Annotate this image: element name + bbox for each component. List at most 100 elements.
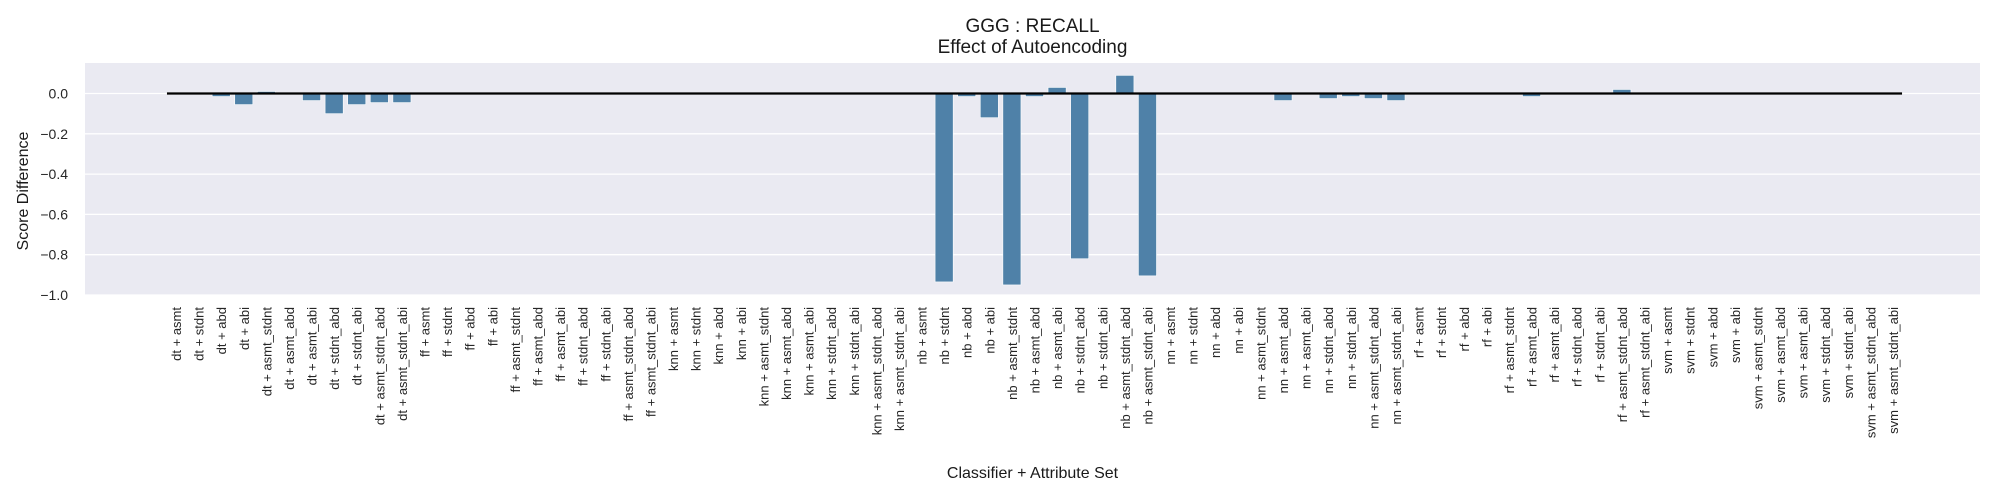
x-tick-label: ff + asmt_abi <box>553 307 568 382</box>
x-tick-label: knn + abd <box>711 307 726 364</box>
x-tick-label: ff + asmt <box>418 307 433 357</box>
x-tick-label: ff + abi <box>485 307 500 346</box>
x-tick-label: dt + asmt <box>169 307 184 361</box>
x-tick-label: nb + asmt_stdnt_abi <box>1140 307 1155 425</box>
x-tick-label: nn + stdnt_abd <box>1321 307 1336 393</box>
bar <box>934 93 954 283</box>
x-tick-label: nn + asmt_stdnt_abi <box>1389 307 1404 425</box>
x-tick-label: nn + abi <box>1231 307 1246 354</box>
x-tick-label: knn + asmt <box>666 307 681 371</box>
x-tick-label: ff + stdnt <box>440 307 455 357</box>
x-tick-label: dt + asmt_abi <box>305 307 320 386</box>
x-tick-label: knn + asmt_stdnt_abi <box>892 307 907 431</box>
x-tick-label: svm + abd <box>1705 307 1720 367</box>
bar <box>979 93 999 118</box>
x-tick-label: nn + asmt_stdnt <box>1253 307 1268 400</box>
x-tick-label: rf + abd <box>1457 307 1472 351</box>
x-tick-label: ff + stdnt_abi <box>598 307 613 382</box>
x-tick-label: svm + asmt_stdnt_abi <box>1886 307 1901 434</box>
y-tick-label: −0.4 <box>40 166 68 182</box>
x-tick-label: knn + asmt_stdnt_abd <box>869 307 884 435</box>
y-tick-label: −0.6 <box>40 206 68 222</box>
x-tick-label: nn + asmt_stdnt_abd <box>1366 307 1381 429</box>
x-tick-label: dt + asmt_stdnt_abd <box>372 307 387 425</box>
x-tick-label: knn + stdnt_abd <box>824 307 839 400</box>
x-tick-label: nn + asmt <box>1163 307 1178 365</box>
x-tick-label: rf + asmt_stdnt_abd <box>1615 307 1630 422</box>
x-tick-label: knn + abi <box>734 307 749 360</box>
x-tick-label: rf + stdnt_abd <box>1570 307 1585 387</box>
x-tick-label: nb + abd <box>960 307 975 358</box>
x-tick-label: knn + stdnt <box>689 307 704 371</box>
y-tick-label: −1.0 <box>40 287 68 303</box>
x-tick-label: rf + stdnt <box>1434 307 1449 358</box>
x-tick-label: dt + stdnt_abi <box>350 307 365 386</box>
y-tick-label: 0.0 <box>49 86 69 102</box>
x-tick-label: svm + asmt <box>1660 307 1675 374</box>
x-tick-label: dt + asmt_stdnt <box>259 307 274 397</box>
x-tick-label: ff + asmt_stdnt <box>508 307 523 393</box>
x-tick-label: dt + asmt_stdnt_abi <box>395 307 410 421</box>
x-tick-label: ff + asmt_abd <box>530 307 545 386</box>
x-tick-label: dt + abd <box>214 307 229 354</box>
bar <box>234 93 254 105</box>
bar <box>1070 93 1090 260</box>
x-tick-label: ff + stdnt_abd <box>576 307 591 386</box>
bar <box>1002 93 1022 286</box>
x-tick-label: nb + stdnt <box>937 307 952 365</box>
x-tick-label: svm + asmt_abd <box>1773 307 1788 403</box>
x-tick-label: knn + stdnt_abi <box>847 307 862 396</box>
x-tick-label: svm + stdnt_abi <box>1841 307 1856 399</box>
y-tick-label: −0.8 <box>40 247 68 263</box>
x-tick-label: ff + asmt_stdnt_abd <box>621 307 636 421</box>
x-tick-label: nb + asmt_abi <box>1050 307 1065 389</box>
x-axis-label: Classifier + Attribute Set <box>946 465 1119 482</box>
x-tick-label: nb + asmt <box>915 307 930 365</box>
x-tick-label: nn + asmt_abd <box>1276 307 1291 393</box>
x-tick-label: nb + asmt_stdnt_abd <box>1118 307 1133 429</box>
x-tick-label: knn + asmt_stdnt <box>756 307 771 407</box>
bar <box>324 93 344 114</box>
y-tick-label: −0.2 <box>40 126 68 142</box>
bar <box>1115 75 1135 94</box>
x-tick-label: svm + stdnt_abd <box>1818 307 1833 403</box>
x-tick-label: knn + asmt_abi <box>802 307 817 396</box>
x-tick-label: ff + asmt_stdnt_abi <box>643 307 658 417</box>
x-tick-label: rf + asmt_stdnt_abi <box>1637 307 1652 418</box>
x-tick-label: rf + asmt_stdnt <box>1502 307 1517 394</box>
x-tick-label: dt + abi <box>237 307 252 350</box>
x-tick-label: rf + stdnt_abi <box>1592 307 1607 383</box>
chart-subtitle: Effect of Autoencoding <box>937 37 1128 58</box>
x-tick-label: rf + asmt <box>1412 307 1427 358</box>
x-tick-label: rf + abi <box>1479 307 1494 347</box>
x-tick-label: rf + asmt_abi <box>1547 307 1562 383</box>
x-tick-label: dt + asmt_abd <box>282 307 297 390</box>
bar <box>1138 93 1157 277</box>
bar <box>392 93 412 103</box>
x-tick-label: svm + stdnt <box>1683 307 1698 374</box>
x-tick-label: ff + abd <box>463 307 478 351</box>
plot-background <box>85 63 1980 295</box>
x-tick-label: svm + asmt_abi <box>1796 307 1811 399</box>
x-tick-label: svm + abi <box>1728 307 1743 363</box>
x-tick-label: nb + asmt_abd <box>1028 307 1043 393</box>
x-tick-label: nb + abi <box>982 307 997 354</box>
bar <box>347 93 367 105</box>
x-tick-label: nb + stdnt_abi <box>1095 307 1110 389</box>
x-tick-label: nn + stdnt <box>1186 307 1201 365</box>
x-tick-label: rf + asmt_abd <box>1525 307 1540 387</box>
x-tick-label: dt + stdnt <box>192 307 207 361</box>
x-tick-label: svm + asmt_stdnt_abd <box>1863 307 1878 438</box>
x-tick-label: nn + stdnt_abi <box>1344 307 1359 389</box>
x-tick-label: knn + asmt_abd <box>779 307 794 400</box>
x-tick-label: nb + asmt_stdnt <box>1005 307 1020 400</box>
x-tick-label: svm + asmt_stdnt <box>1750 307 1765 410</box>
x-tick-label: nn + abd <box>1208 307 1223 358</box>
x-tick-label: nb + stdnt_abd <box>1073 307 1088 393</box>
bar <box>369 93 389 103</box>
chart-title: GGG : RECALL <box>965 16 1100 37</box>
x-tick-label: nn + asmt_abi <box>1299 307 1314 389</box>
x-tick-label: dt + stdnt_abd <box>327 307 342 390</box>
